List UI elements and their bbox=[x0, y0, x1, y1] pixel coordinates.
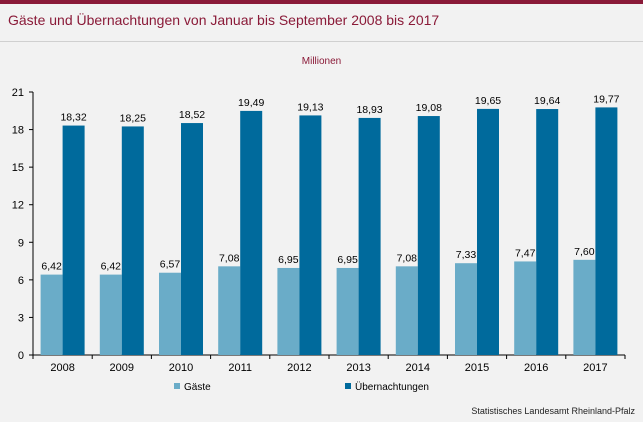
x-tick-label: 2008 bbox=[50, 362, 74, 374]
x-tick-label: 2012 bbox=[287, 362, 311, 374]
data-label: 7,60 bbox=[574, 246, 595, 258]
data-label: 18,32 bbox=[60, 112, 86, 124]
bar-uebernachtungen bbox=[417, 116, 440, 355]
bar-gaeste bbox=[277, 267, 300, 355]
data-label: 6,42 bbox=[101, 261, 122, 273]
data-label: 18,52 bbox=[179, 109, 205, 121]
y-tick-label: 12 bbox=[12, 200, 24, 212]
legend-swatch bbox=[174, 383, 180, 389]
x-tick-label: 2013 bbox=[346, 362, 370, 374]
x-tick-label: 2014 bbox=[406, 362, 430, 374]
data-label: 7,08 bbox=[397, 252, 418, 264]
bar-uebernachtungen bbox=[358, 117, 381, 355]
data-label: 19,13 bbox=[297, 101, 323, 113]
bar-uebernachtungen bbox=[299, 115, 322, 355]
bar-uebernachtungen bbox=[181, 123, 203, 355]
data-label: 6,57 bbox=[160, 259, 181, 271]
bar-uebernachtungen bbox=[477, 108, 499, 356]
x-tick-label: 2015 bbox=[465, 362, 489, 374]
bar-uebernachtungen bbox=[595, 107, 618, 355]
x-tick-label: 2017 bbox=[583, 362, 607, 374]
legend-swatch bbox=[345, 383, 351, 389]
bar-uebernachtungen bbox=[536, 109, 559, 355]
data-label: 18,93 bbox=[356, 104, 382, 116]
x-tick-label: 2009 bbox=[110, 362, 134, 374]
unit-label: Millionen bbox=[301, 56, 342, 67]
bar-uebernachtungen bbox=[240, 110, 263, 355]
y-tick-label: 15 bbox=[12, 162, 24, 174]
data-label: 7,47 bbox=[515, 247, 536, 259]
source-note: Statistisches Landesamt Rheinland-Pfalz bbox=[471, 406, 635, 416]
data-label: 6,95 bbox=[337, 254, 358, 266]
bar-gaeste bbox=[395, 266, 418, 355]
y-tick-label: 6 bbox=[18, 275, 24, 287]
bar-gaeste bbox=[336, 267, 359, 355]
y-tick-label: 0 bbox=[18, 350, 24, 362]
data-label: 19,08 bbox=[416, 102, 442, 114]
bar-uebernachtungen bbox=[121, 126, 144, 355]
x-tick-label: 2011 bbox=[228, 362, 252, 374]
data-label: 7,33 bbox=[456, 249, 477, 261]
y-tick-label: 9 bbox=[18, 237, 24, 249]
x-tick-label: 2016 bbox=[524, 362, 548, 374]
bar-gaeste bbox=[514, 261, 537, 355]
data-label: 6,42 bbox=[41, 261, 62, 273]
data-label: 19,64 bbox=[534, 95, 560, 107]
bar-gaeste bbox=[573, 259, 596, 355]
legend-label: Gäste bbox=[184, 382, 211, 393]
data-label: 7,08 bbox=[219, 252, 240, 264]
bar-gaeste bbox=[455, 263, 477, 355]
y-tick-label: 18 bbox=[12, 125, 24, 137]
title-divider bbox=[0, 41, 643, 42]
bar-gaeste bbox=[40, 274, 63, 355]
bar-gaeste bbox=[218, 266, 241, 355]
data-label: 6,95 bbox=[278, 254, 299, 266]
bar-uebernachtungen bbox=[62, 125, 85, 355]
y-tick-label: 21 bbox=[12, 87, 24, 99]
data-label: 18,25 bbox=[120, 112, 146, 124]
legend-label: Übernachtungen bbox=[355, 381, 429, 393]
data-label: 19,65 bbox=[475, 95, 501, 107]
bar-gaeste bbox=[159, 272, 181, 355]
y-tick-label: 3 bbox=[18, 312, 24, 324]
top-accent-bar bbox=[0, 0, 643, 4]
x-tick-label: 2010 bbox=[169, 362, 193, 374]
bar-gaeste bbox=[99, 274, 122, 355]
data-label: 19,77 bbox=[593, 93, 619, 105]
chart-title: Gäste und Übernachtungen von Januar bis … bbox=[8, 12, 440, 28]
data-label: 19,49 bbox=[238, 97, 264, 109]
